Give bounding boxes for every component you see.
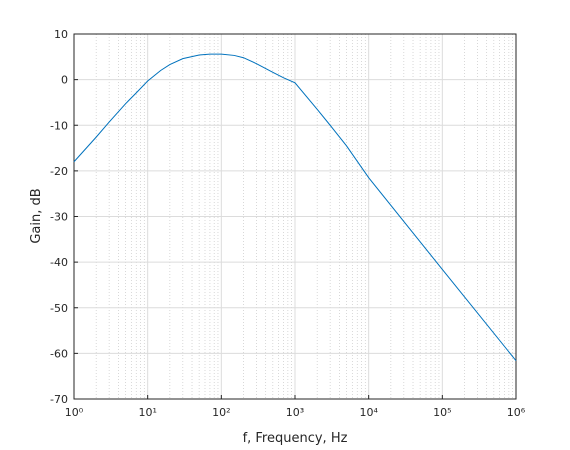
y-tick-label: -10 bbox=[50, 119, 68, 132]
x-tick-label: 10² bbox=[212, 406, 230, 419]
y-axis-label: Gain, dB bbox=[29, 188, 44, 243]
x-tick-label: 10¹ bbox=[138, 406, 156, 419]
y-tick-label: -20 bbox=[50, 165, 68, 178]
x-tick-label: 10⁵ bbox=[433, 406, 451, 419]
plot-frame bbox=[73, 33, 517, 400]
data-line bbox=[73, 53, 517, 361]
y-tick-label: 0 bbox=[61, 74, 68, 87]
x-axis-label: f, Frequency, Hz bbox=[243, 431, 348, 446]
x-tick-label: 10³ bbox=[286, 406, 304, 419]
y-tick-label: -30 bbox=[50, 211, 68, 224]
x-tick-label: 10⁶ bbox=[507, 406, 526, 419]
y-tick-label: -50 bbox=[50, 302, 68, 315]
y-tick-label: -60 bbox=[50, 347, 68, 360]
y-tick-label: -40 bbox=[50, 256, 68, 269]
y-tick-label: 10 bbox=[54, 28, 68, 41]
y-tick-label: -70 bbox=[50, 393, 68, 406]
x-tick-label: 10⁴ bbox=[359, 406, 378, 419]
x-tick-label: 10⁰ bbox=[65, 406, 84, 419]
